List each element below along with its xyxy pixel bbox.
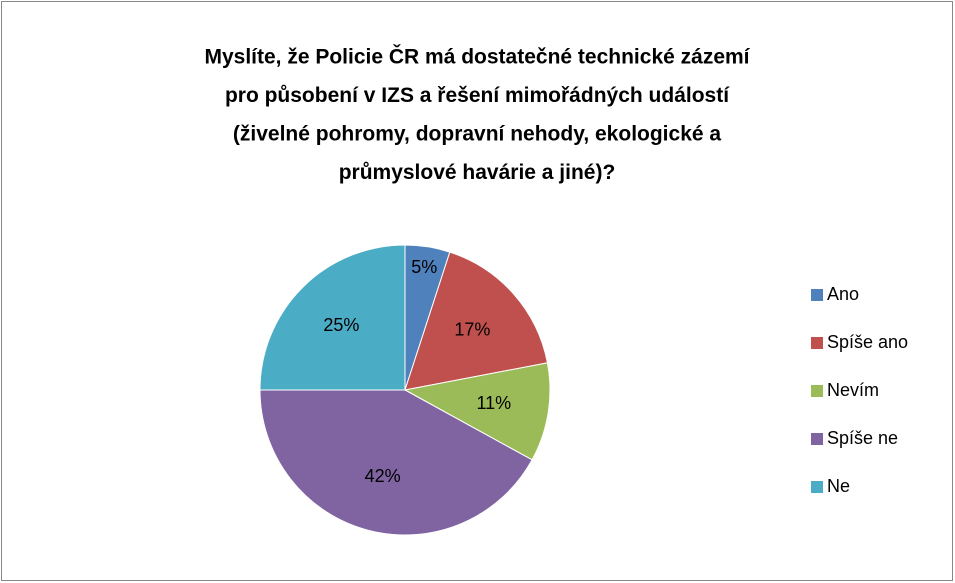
legend-label: Spíše ano — [827, 332, 908, 352]
data-label: 11% — [476, 393, 511, 413]
legend-label: Nevím — [827, 380, 879, 400]
data-label: 25% — [323, 315, 359, 335]
legend-label: Ne — [827, 476, 850, 496]
legend-swatch — [811, 385, 823, 397]
chart-title: pro působení v IZS a řešení mimořádných … — [225, 84, 730, 107]
legend-swatch — [811, 433, 823, 445]
chart-title: Myslíte, že Policie ČR má dostatečné tec… — [204, 45, 750, 69]
pie-slice — [404, 251, 549, 391]
legend-label: Ano — [827, 284, 859, 304]
data-label: 17% — [454, 319, 490, 339]
legend-swatch — [811, 481, 823, 493]
chart-title: průmyslové havárie a jiné)? — [339, 161, 616, 184]
legend-label: Spíše ne — [827, 428, 898, 448]
pie-slice — [403, 362, 551, 461]
legend-swatch — [811, 337, 823, 349]
data-label: 42% — [365, 466, 401, 486]
pie-slice — [259, 244, 406, 391]
chart-title: (živelné pohromy, dopravní nehody, ekolo… — [233, 123, 721, 146]
legend-swatch — [811, 289, 823, 301]
pie-slice — [259, 389, 533, 536]
data-label: 5% — [411, 257, 437, 277]
